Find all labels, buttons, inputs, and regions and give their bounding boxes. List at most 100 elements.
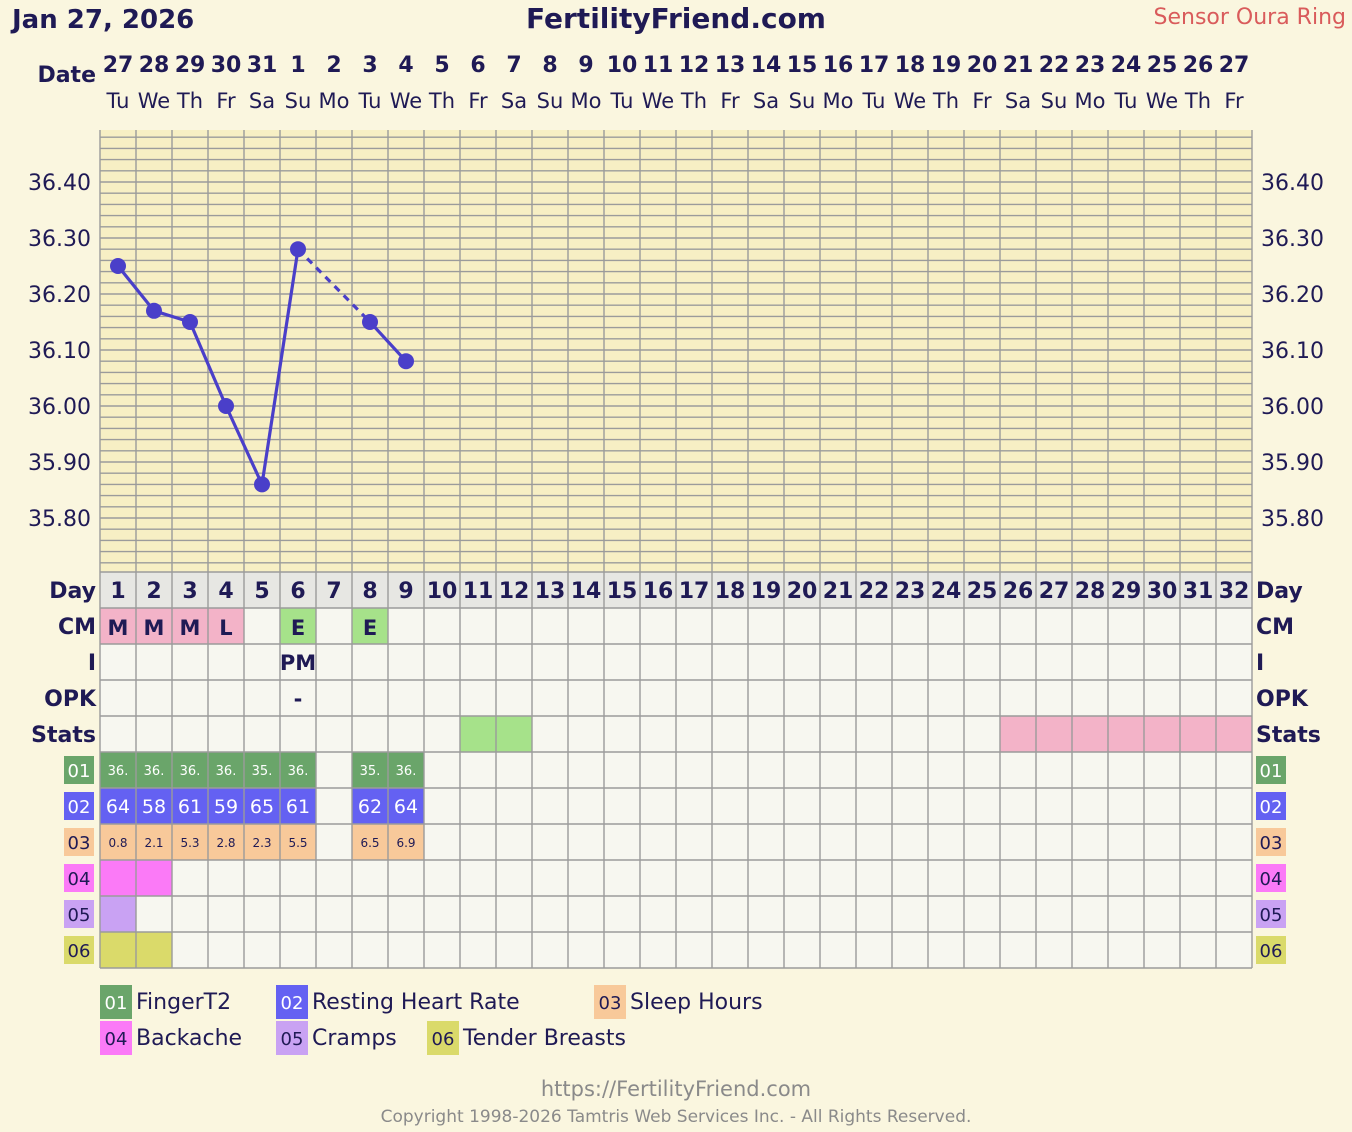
footer-url[interactable]: https://FertilityFriend.com bbox=[541, 1077, 811, 1101]
cycle-day-number: 8 bbox=[362, 579, 377, 604]
date-number: 2 bbox=[326, 53, 341, 78]
cycle-day-number: 17 bbox=[679, 579, 710, 604]
custom-cell-03[interactable] bbox=[172, 824, 208, 860]
custom-cell-01[interactable] bbox=[208, 752, 244, 788]
custom-cell-01[interactable] bbox=[388, 752, 424, 788]
custom-cell-01[interactable] bbox=[280, 752, 316, 788]
row-code-badge-right bbox=[1256, 828, 1286, 856]
temp-point[interactable] bbox=[218, 398, 234, 414]
cycle-day-number: 28 bbox=[1075, 579, 1106, 604]
cm-cell[interactable] bbox=[172, 608, 208, 644]
cycle-day-number: 1 bbox=[110, 579, 125, 604]
row-code-badge-right bbox=[1256, 936, 1286, 964]
row-code-badge-right bbox=[1256, 792, 1286, 820]
day-of-week: Mo bbox=[571, 89, 602, 113]
custom-cell-02[interactable] bbox=[208, 788, 244, 824]
cycle-day-number: 12 bbox=[499, 579, 530, 604]
custom-cell-01[interactable] bbox=[136, 752, 172, 788]
cycle-day-number: 25 bbox=[967, 579, 998, 604]
custom-value-02: 61 bbox=[286, 796, 310, 818]
cm-cell[interactable] bbox=[136, 608, 172, 644]
custom-cell-02[interactable] bbox=[136, 788, 172, 824]
custom-cell-04[interactable] bbox=[100, 860, 136, 896]
legend-code-06: 06 bbox=[432, 1029, 455, 1050]
cycle-day-number: 16 bbox=[643, 579, 674, 604]
custom-cell-03[interactable] bbox=[136, 824, 172, 860]
custom-cell-01[interactable] bbox=[244, 752, 280, 788]
custom-value-02: 65 bbox=[250, 796, 274, 818]
day-of-week: Su bbox=[285, 89, 312, 113]
custom-cell-01[interactable] bbox=[100, 752, 136, 788]
temp-point[interactable] bbox=[146, 302, 162, 319]
cm-cell[interactable] bbox=[208, 608, 244, 644]
custom-cell-04[interactable] bbox=[136, 860, 172, 896]
date-number: 21 bbox=[1003, 53, 1034, 78]
date-number: 28 bbox=[139, 53, 170, 78]
custom-cell-03[interactable] bbox=[208, 824, 244, 860]
custom-cell-02[interactable] bbox=[100, 788, 136, 824]
custom-cell-02[interactable] bbox=[244, 788, 280, 824]
custom-cell-01[interactable] bbox=[352, 752, 388, 788]
custom-cell-02[interactable] bbox=[172, 788, 208, 824]
cm-value: M bbox=[108, 616, 129, 640]
cycle-day-number: 27 bbox=[1039, 579, 1070, 604]
cycle-day-number: 22 bbox=[859, 579, 890, 604]
legend-code-03: 03 bbox=[599, 993, 622, 1014]
date-number: 26 bbox=[1183, 53, 1214, 78]
custom-cell-03[interactable] bbox=[352, 824, 388, 860]
cycle-day-number: 13 bbox=[535, 579, 566, 604]
temp-point[interactable] bbox=[398, 353, 414, 370]
y-tick-right: 36.20 bbox=[1261, 283, 1324, 308]
custom-cell-05[interactable] bbox=[100, 896, 136, 932]
footer-copyright: Copyright 1998-2026 Tamtris Web Services… bbox=[381, 1107, 972, 1127]
temp-point[interactable] bbox=[110, 258, 126, 274]
date-number: 29 bbox=[175, 53, 206, 78]
cm-cell[interactable] bbox=[352, 608, 388, 644]
date-number: 27 bbox=[103, 53, 134, 78]
opk-value: - bbox=[294, 687, 303, 711]
legend-code-01: 01 bbox=[105, 993, 128, 1014]
day-of-week: Su bbox=[1041, 89, 1068, 113]
cm-cell[interactable] bbox=[100, 608, 136, 644]
custom-cell-03[interactable] bbox=[388, 824, 424, 860]
custom-cell-06[interactable] bbox=[136, 932, 172, 968]
custom-cell-01[interactable] bbox=[172, 752, 208, 788]
site-title[interactable]: FertilityFriend.com bbox=[526, 2, 826, 35]
legend-swatch-05 bbox=[276, 1021, 308, 1055]
day-of-week: Tu bbox=[358, 89, 382, 113]
y-tick-right: 35.80 bbox=[1261, 507, 1324, 532]
cm-cell[interactable] bbox=[280, 608, 316, 644]
custom-cell-02[interactable] bbox=[388, 788, 424, 824]
date-number: 8 bbox=[542, 53, 557, 78]
legend-label-04: Backache bbox=[136, 1026, 242, 1051]
row-code-right: 03 bbox=[1260, 833, 1283, 854]
y-tick-right: 36.00 bbox=[1261, 395, 1324, 420]
day-of-week: Mo bbox=[1075, 89, 1106, 113]
stats-cell bbox=[460, 716, 496, 752]
custom-value-01: 36. bbox=[396, 764, 417, 779]
stats-cell bbox=[1216, 716, 1252, 752]
custom-cell-03[interactable] bbox=[244, 824, 280, 860]
custom-value-03: 5.5 bbox=[288, 836, 307, 850]
row-code-badge-left bbox=[64, 756, 94, 784]
opk-label-left: OPK bbox=[44, 687, 97, 712]
intercourse-label-right: I bbox=[1256, 651, 1264, 676]
temp-point[interactable] bbox=[182, 314, 198, 330]
day-of-week: Su bbox=[537, 89, 564, 113]
custom-cell-06[interactable] bbox=[100, 932, 136, 968]
temp-point[interactable] bbox=[254, 476, 270, 493]
temp-point[interactable] bbox=[362, 314, 378, 330]
stats-cell bbox=[496, 716, 532, 752]
custom-cell-02[interactable] bbox=[352, 788, 388, 824]
temp-point[interactable] bbox=[290, 241, 306, 258]
custom-cell-02[interactable] bbox=[280, 788, 316, 824]
y-tick-right: 35.90 bbox=[1261, 451, 1324, 476]
y-tick-left: 36.20 bbox=[28, 283, 91, 308]
custom-value-02: 58 bbox=[142, 796, 166, 818]
custom-value-01: 36. bbox=[288, 764, 309, 779]
date-number: 5 bbox=[434, 53, 449, 78]
cycle-day-number: 9 bbox=[398, 579, 413, 604]
custom-cell-03[interactable] bbox=[100, 824, 136, 860]
custom-cell-03[interactable] bbox=[280, 824, 316, 860]
y-tick-left: 36.30 bbox=[28, 227, 91, 252]
